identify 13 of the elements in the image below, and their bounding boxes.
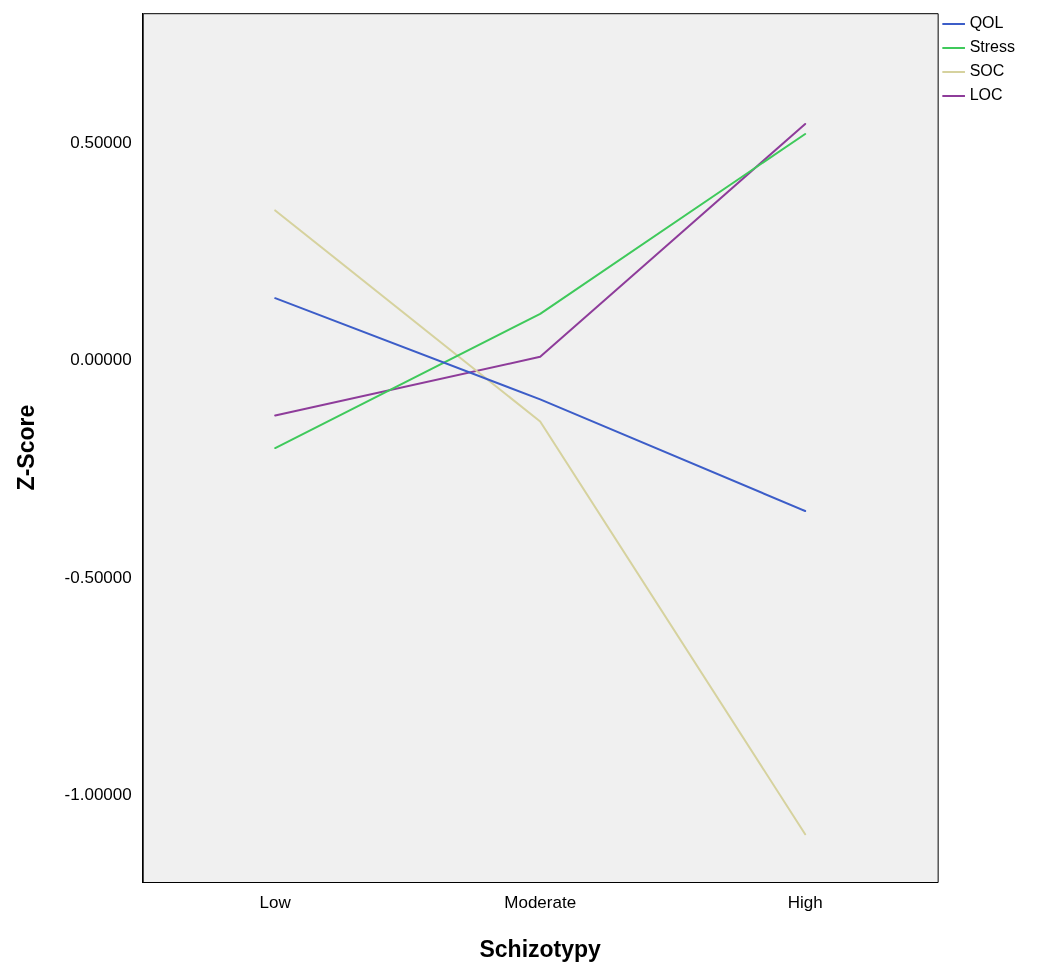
x-tick-label: High [787, 892, 823, 912]
y-tick-label: -0.50000 [64, 567, 132, 587]
x-tick-label: Moderate [504, 892, 577, 912]
legend-label: LOC [969, 86, 1003, 104]
x-tick-label: Low [259, 892, 292, 912]
y-tick-label: 0.00000 [70, 350, 132, 370]
y-tick-label: -1.00000 [64, 784, 132, 804]
y-axis-title: Z-Score [13, 404, 40, 491]
legend-label: Stress [969, 38, 1015, 56]
x-axis-title: Schizotypy [479, 935, 602, 962]
legend-label: QOL [969, 14, 1004, 32]
y-tick-label: 0.50000 [70, 133, 132, 153]
legend-label: SOC [969, 62, 1005, 80]
